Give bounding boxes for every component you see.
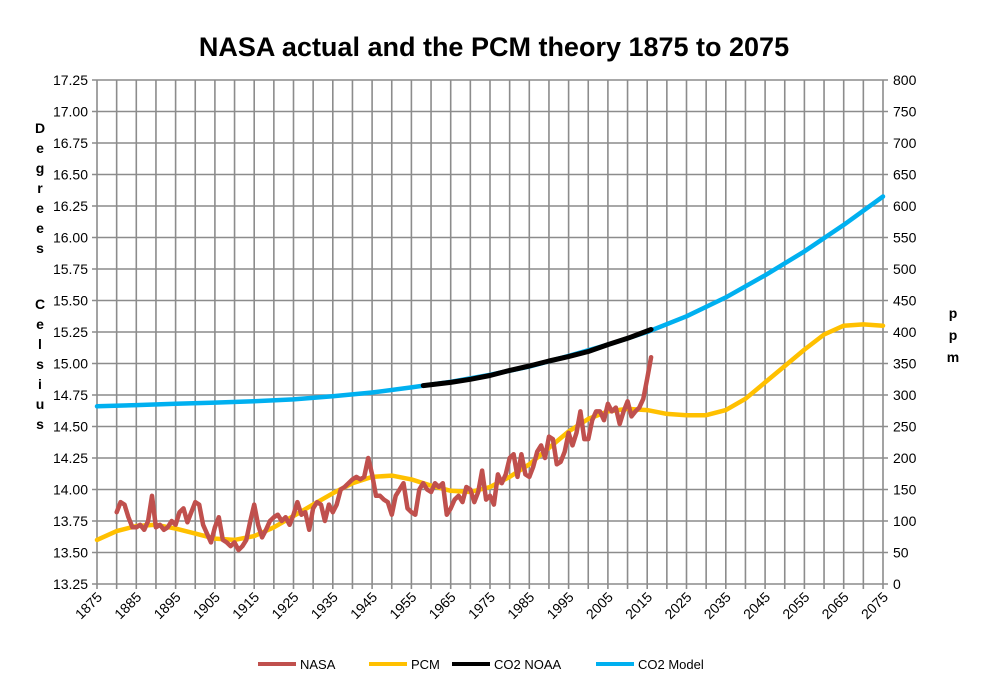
x-tick-label: 1965	[425, 589, 458, 622]
y-tick-label: 13.25	[53, 576, 88, 592]
x-tick-label: 2035	[701, 589, 734, 622]
x-tick-label: 1915	[229, 589, 262, 622]
y-tick-label: 13.75	[53, 513, 88, 529]
x-tick-label: 2045	[740, 589, 773, 622]
y-tick-label: 15.00	[53, 356, 88, 372]
y-tick-label: 15.25	[53, 324, 88, 340]
y-axis-label-letter: l	[38, 336, 42, 352]
x-tick-label: 1955	[386, 589, 419, 622]
y2-tick-label: 100	[893, 513, 917, 529]
y-axis-label-letter: e	[36, 316, 44, 332]
y-tick-label: 17.00	[53, 104, 88, 120]
y2-tick-label: 650	[893, 167, 917, 183]
y2-axis-label-letter: p	[949, 327, 958, 343]
legend-item: PCM	[369, 657, 440, 672]
x-tick-label: 2015	[622, 589, 655, 622]
x-tick-label: 1975	[465, 589, 498, 622]
y-tick-label: 15.50	[53, 293, 88, 309]
x-tick-label: 1985	[504, 589, 537, 622]
series-line-nasa	[114, 354, 654, 553]
y-axis-label-letter: e	[36, 200, 44, 216]
y-axis-label-letter: C	[35, 296, 45, 312]
x-tick-label: 1925	[268, 589, 301, 622]
ticks: 13.25 13.50 13.75 14.00 14.25 14.50 14.75 15.00…	[53, 72, 917, 622]
x-tick-label: 1885	[111, 589, 144, 622]
chart-title: NASA actual and the PCM theory 1875 to 2…	[199, 32, 789, 62]
grid	[92, 79, 888, 589]
y-axis-label-letter: D	[35, 120, 45, 136]
y2-tick-label: 600	[893, 198, 917, 214]
y-axis-label-letter: e	[36, 140, 44, 156]
y-tick-label: 14.50	[53, 419, 88, 435]
x-tick-label: 1905	[190, 589, 223, 622]
y2-tick-label: 50	[893, 545, 909, 561]
y2-tick-label: 550	[893, 230, 917, 246]
y2-axis-label: ppm	[947, 305, 959, 365]
series-group	[94, 194, 886, 553]
x-tick-label: 1935	[308, 589, 341, 622]
x-tick-label: 1875	[72, 589, 105, 622]
legend-label: CO2 Model	[638, 657, 704, 672]
y-axis-label-letter: s	[36, 356, 44, 372]
x-tick-label: 2055	[779, 589, 812, 622]
series-line-co2-noaa	[420, 327, 654, 389]
y-axis-label-letter: i	[38, 376, 42, 392]
x-tick-label: 2025	[661, 589, 694, 622]
y2-tick-label: 150	[893, 482, 917, 498]
y-axis-label-letter: r	[37, 180, 43, 196]
x-tick-label: 2005	[583, 589, 616, 622]
y-axis-label-letter: s	[36, 416, 44, 432]
legend-label: PCM	[411, 657, 440, 672]
series-line-pcm	[94, 322, 886, 543]
legend-item: CO2 Model	[596, 657, 704, 672]
x-tick-label: 1895	[150, 589, 183, 622]
y-tick-label: 16.25	[53, 198, 88, 214]
y2-tick-label: 750	[893, 104, 917, 120]
x-tick-label: 1995	[543, 589, 576, 622]
legend-label: NASA	[300, 657, 336, 672]
y-tick-label: 16.75	[53, 135, 88, 151]
y-tick-label: 14.25	[53, 450, 88, 466]
y-tick-label: 15.75	[53, 261, 88, 277]
y-axis-label-letter: u	[36, 396, 45, 412]
x-tick-label: 2075	[858, 589, 891, 622]
y-axis-label-letter: s	[36, 240, 44, 256]
y2-tick-label: 0	[893, 576, 901, 592]
legend-label: CO2 NOAA	[494, 657, 562, 672]
y-tick-label: 14.75	[53, 387, 88, 403]
y-tick-label: 16.50	[53, 167, 88, 183]
legend-item: NASA	[258, 657, 336, 672]
y2-tick-label: 800	[893, 72, 917, 88]
y-tick-label: 16.00	[53, 230, 88, 246]
y2-tick-label: 250	[893, 419, 917, 435]
y-tick-label: 13.50	[53, 545, 88, 561]
x-tick-label: 1945	[347, 589, 380, 622]
y2-tick-label: 400	[893, 324, 917, 340]
y2-tick-label: 300	[893, 387, 917, 403]
y-axis-label-letter: e	[36, 220, 44, 236]
y-axis-label-letter: g	[36, 160, 45, 176]
y2-tick-label: 500	[893, 261, 917, 277]
y2-tick-label: 200	[893, 450, 917, 466]
y-tick-label: 14.00	[53, 482, 88, 498]
y2-tick-label: 450	[893, 293, 917, 309]
legend: NASA PCM CO2 NOAA CO2 Model	[258, 657, 704, 672]
y2-tick-label: 700	[893, 135, 917, 151]
y-tick-label: 17.25	[53, 72, 88, 88]
y2-axis-label-letter: p	[949, 305, 958, 321]
x-tick-label: 2065	[818, 589, 851, 622]
y2-axis-label-letter: m	[947, 349, 959, 365]
y2-tick-label: 350	[893, 356, 917, 372]
legend-item: CO2 NOAA	[452, 657, 562, 672]
